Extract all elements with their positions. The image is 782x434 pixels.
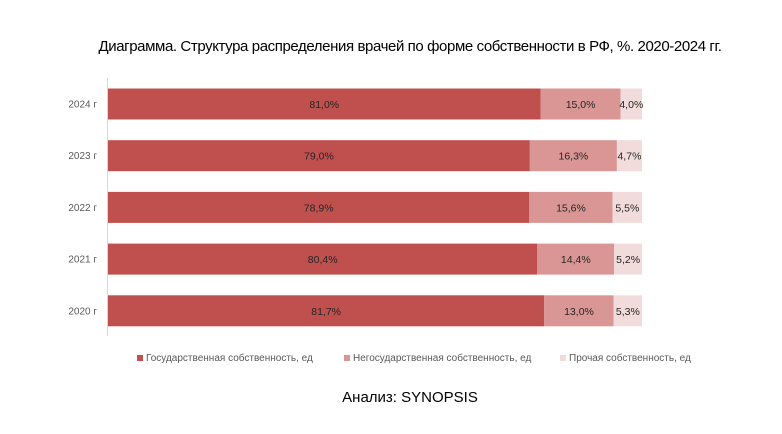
bar-segment <box>108 243 538 275</box>
bar-segment <box>540 88 621 120</box>
bar-segment <box>529 191 613 223</box>
y-tick-label: 2023 г <box>68 151 97 162</box>
bar-segment <box>613 295 642 327</box>
data-label: 15,0% <box>566 99 596 111</box>
legend-label: Прочая собственность, ед <box>569 352 691 364</box>
legend-label: Государственная собственность, ед <box>146 352 313 364</box>
bar-segment <box>616 140 642 172</box>
bar-segment <box>108 295 545 327</box>
y-tick-label: 2020 г <box>68 306 97 317</box>
bar-segment <box>620 88 642 120</box>
data-label: 15,6% <box>556 202 586 214</box>
legend-swatch <box>137 355 143 361</box>
bar-segment <box>537 243 615 275</box>
bar-segment <box>612 191 642 223</box>
data-label: 5,2% <box>616 254 640 266</box>
y-tick-label: 2024 г <box>68 100 97 111</box>
data-label: 81,0% <box>309 99 339 111</box>
bar-segment <box>108 140 530 172</box>
y-tick-label: 2021 г <box>68 255 97 266</box>
data-label: 5,3% <box>616 306 640 318</box>
legend-swatch <box>560 355 566 361</box>
data-label: 5,5% <box>615 202 639 214</box>
bar-segment <box>108 88 541 120</box>
legend-swatch <box>344 355 350 361</box>
bar-segment <box>614 243 642 275</box>
data-label: 81,7% <box>311 306 341 318</box>
legend-label: Негосударственная собственность, ед <box>353 352 531 364</box>
data-label: 14,4% <box>561 254 591 266</box>
data-label: 80,4% <box>308 254 338 266</box>
data-label: 16,3% <box>558 151 588 163</box>
data-label: 4,7% <box>617 151 641 163</box>
analysis-credit: Анализ: SYNOPSIS <box>342 389 478 406</box>
data-label: 79,0% <box>304 151 334 163</box>
y-tick-label: 2022 г <box>68 203 97 214</box>
bar-segment <box>108 191 530 223</box>
chart-title: Диаграмма. Структура распределения враче… <box>98 38 722 55</box>
bar-segment <box>529 140 617 172</box>
data-label: 78,9% <box>304 202 334 214</box>
bar-segment <box>544 295 614 327</box>
data-label: 4,0% <box>619 99 643 111</box>
data-label: 13,0% <box>564 306 594 318</box>
